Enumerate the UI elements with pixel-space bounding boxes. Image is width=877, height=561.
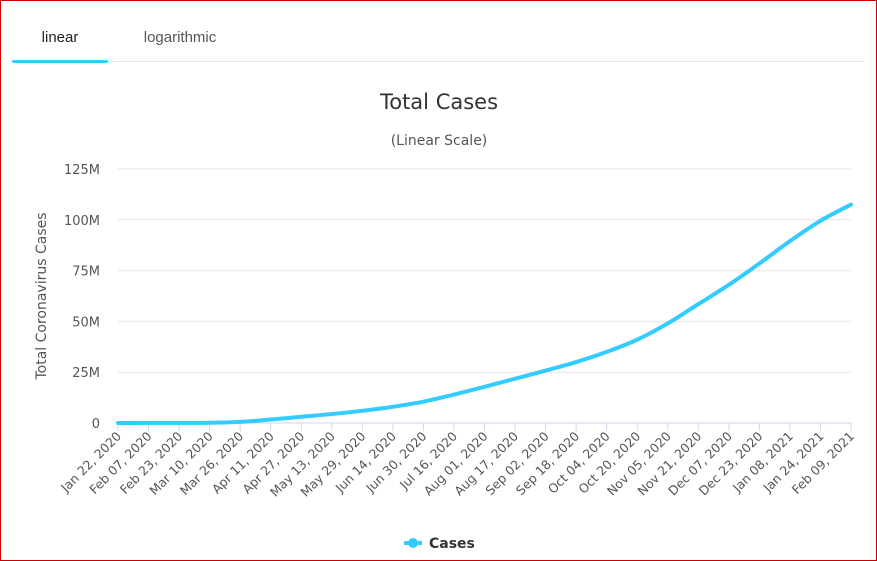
y-tick-label: 100M (64, 214, 100, 229)
y-tick-label: 50M (72, 315, 100, 330)
tab-linear[interactable]: linear (12, 18, 108, 63)
legend-swatch-marker (408, 538, 418, 548)
active-tab-indicator (12, 60, 108, 63)
y-tick-label: 125M (64, 163, 100, 178)
y-tick-label: 25M (72, 366, 100, 381)
y-tick-label: 0 (92, 417, 100, 432)
y-tick-label: 75M (72, 265, 100, 280)
legend-label-cases: Cases (429, 536, 475, 552)
tab-linear-label: linear (41, 29, 79, 46)
legend[interactable]: Cases (404, 536, 475, 552)
scale-tabs: linear logarithmic (12, 18, 863, 63)
y-axis-label: Total Coronavirus Cases (34, 212, 50, 380)
tab-logarithmic[interactable]: logarithmic (126, 18, 234, 61)
chart-title: Total Cases (379, 90, 498, 114)
series-line-cases (116, 202, 853, 425)
chart-subtitle: (Linear Scale) (391, 133, 488, 149)
tab-logarithmic-label: logarithmic (143, 29, 217, 46)
